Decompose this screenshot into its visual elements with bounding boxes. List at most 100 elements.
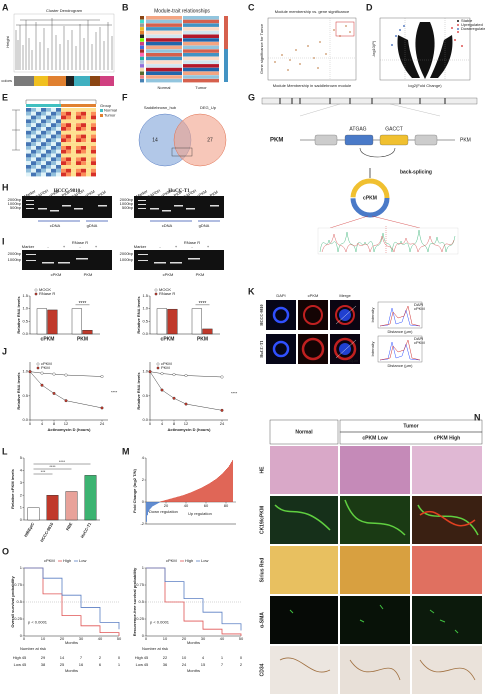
heat-cell <box>36 119 41 124</box>
heat-cell <box>36 111 41 116</box>
label: + <box>175 244 178 249</box>
bar <box>149 502 150 510</box>
label: Stable <box>461 18 473 23</box>
label: cPKM Low <box>362 435 387 441</box>
heat-cell <box>66 130 71 135</box>
y-tick-label: 0.5 <box>16 599 22 604</box>
module-swatch <box>140 71 144 75</box>
heat-cell <box>31 108 36 112</box>
heat-cell <box>36 168 41 173</box>
heat-cell <box>36 123 41 127</box>
heat-cell <box>81 111 86 116</box>
heat-cell <box>46 168 51 173</box>
label: Relative RNA levels <box>16 296 21 334</box>
heat-cell <box>36 157 41 162</box>
label: Downregulated <box>461 26 485 31</box>
heat-cell <box>86 123 91 127</box>
group-bar <box>61 104 96 107</box>
label: 1000bp <box>8 201 22 206</box>
legend-label: MOCK <box>159 287 171 292</box>
label: Marker <box>23 188 37 199</box>
point <box>40 383 44 387</box>
heat-cell <box>66 157 71 162</box>
bar <box>168 499 169 502</box>
heat-cell <box>76 157 81 162</box>
risk-count: 14 <box>60 655 65 660</box>
module-swatch <box>140 78 144 83</box>
y-tick-label: 0.25 <box>14 616 23 621</box>
module-swatch <box>140 16 144 20</box>
y-tick-label: 0.0 <box>22 417 28 422</box>
heat-cell <box>46 123 51 127</box>
heat-cell <box>81 108 86 112</box>
heat-cell <box>61 127 66 131</box>
point <box>172 396 176 400</box>
heat-cell <box>183 19 219 24</box>
heat-cell <box>31 138 36 143</box>
heat-cell <box>91 108 96 112</box>
label: Distance (µm) <box>388 363 414 368</box>
heat-cell <box>66 161 71 165</box>
heat-cell <box>61 172 66 177</box>
heat-cell <box>26 115 31 120</box>
heat-cell <box>36 142 41 146</box>
heat-cell <box>51 168 56 173</box>
y-tick-label: 4 <box>20 467 23 472</box>
x-tick-label: 8 <box>173 421 176 426</box>
module-swatch <box>140 64 144 68</box>
heat-cell <box>31 157 36 162</box>
bar <box>224 471 225 502</box>
heat-cell <box>81 149 86 154</box>
legend-dot <box>457 20 459 22</box>
heat-cell <box>71 149 76 154</box>
heat-cell <box>31 168 36 173</box>
heat-cell <box>66 149 71 154</box>
bar <box>172 498 173 502</box>
bar <box>177 496 178 502</box>
label: Tumor <box>403 423 418 429</box>
label: Distance (µm) <box>388 329 414 334</box>
heat-cell <box>46 119 51 124</box>
bar <box>161 501 162 502</box>
bar <box>194 490 195 502</box>
module-swatch <box>140 45 144 50</box>
label: + <box>95 244 98 249</box>
y-tick-label: 0 <box>142 633 145 638</box>
bar <box>156 308 168 335</box>
heat-cell <box>56 111 61 116</box>
label: Module membership vs. gene significance <box>275 9 350 14</box>
bar <box>179 496 180 502</box>
label: Relative RNA levels <box>136 372 141 410</box>
heat-cell <box>51 165 56 169</box>
heat-cell <box>46 127 51 131</box>
heat-cell <box>26 161 31 165</box>
heat-cell <box>46 130 51 135</box>
heat-cell <box>66 119 71 124</box>
bar <box>167 499 168 502</box>
heat-cell <box>86 119 91 124</box>
label: Down regulation <box>149 509 178 514</box>
bar <box>187 493 188 502</box>
heat-cell <box>183 67 219 72</box>
label: ATGAG <box>349 126 366 132</box>
heat-cell <box>86 153 91 158</box>
legend-label: cPKM <box>41 361 52 366</box>
heat-cell <box>81 127 86 131</box>
heat-cell <box>31 127 36 131</box>
heat-cell <box>26 157 31 162</box>
heat-cell <box>86 127 91 131</box>
bar <box>154 502 155 506</box>
y-tick-label: 0.75 <box>136 582 145 587</box>
point <box>160 372 164 376</box>
point <box>160 388 164 392</box>
module-swatch <box>140 60 144 64</box>
heat-cell <box>41 168 46 173</box>
y-tick-label: -2 <box>140 521 144 526</box>
label: - <box>191 244 193 249</box>
label: cDNA <box>162 223 173 228</box>
label: GAPDH <box>182 188 197 199</box>
label: Actinomycin D (hours) <box>168 427 212 432</box>
heat-cell <box>26 165 31 169</box>
x-tick-label: 24 <box>100 421 105 426</box>
heat-cell <box>26 130 31 135</box>
